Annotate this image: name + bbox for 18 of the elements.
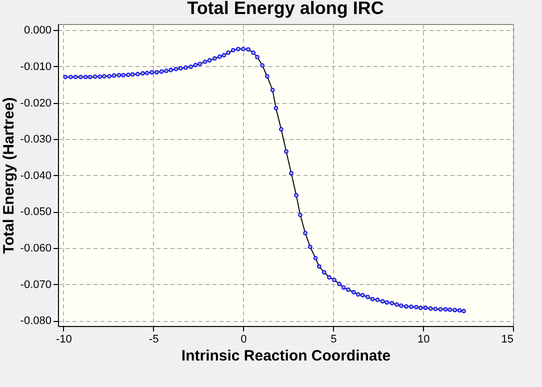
x-tick-label: -5 [148,334,159,346]
y-tick-label: -0.010 [20,60,52,73]
y-tick-label: -0.070 [20,278,52,291]
x-tick-label: -10 [56,334,72,346]
y-tick-label: -0.020 [20,97,52,110]
y-tick-label: -0.030 [20,134,52,146]
x-axis-title: Intrinsic Reaction Coordinate [181,348,391,364]
y-tick-label: -0.060 [20,242,52,254]
y-tick-label: -0.050 [20,206,52,218]
y-tick-label: -0.040 [20,170,52,182]
y-tick-label: -0.080 [20,315,52,328]
y-tick-label: 0.000 [24,24,52,37]
y-axis-title: Total Energy (Hartree) [0,97,18,254]
x-tick-label: 15 [501,334,514,346]
x-tick-label: 10 [417,334,430,346]
chart-title: Total Energy along IRC [187,0,384,18]
x-tick-label: 5 [330,334,337,346]
x-tick-label: 0 [240,334,247,346]
